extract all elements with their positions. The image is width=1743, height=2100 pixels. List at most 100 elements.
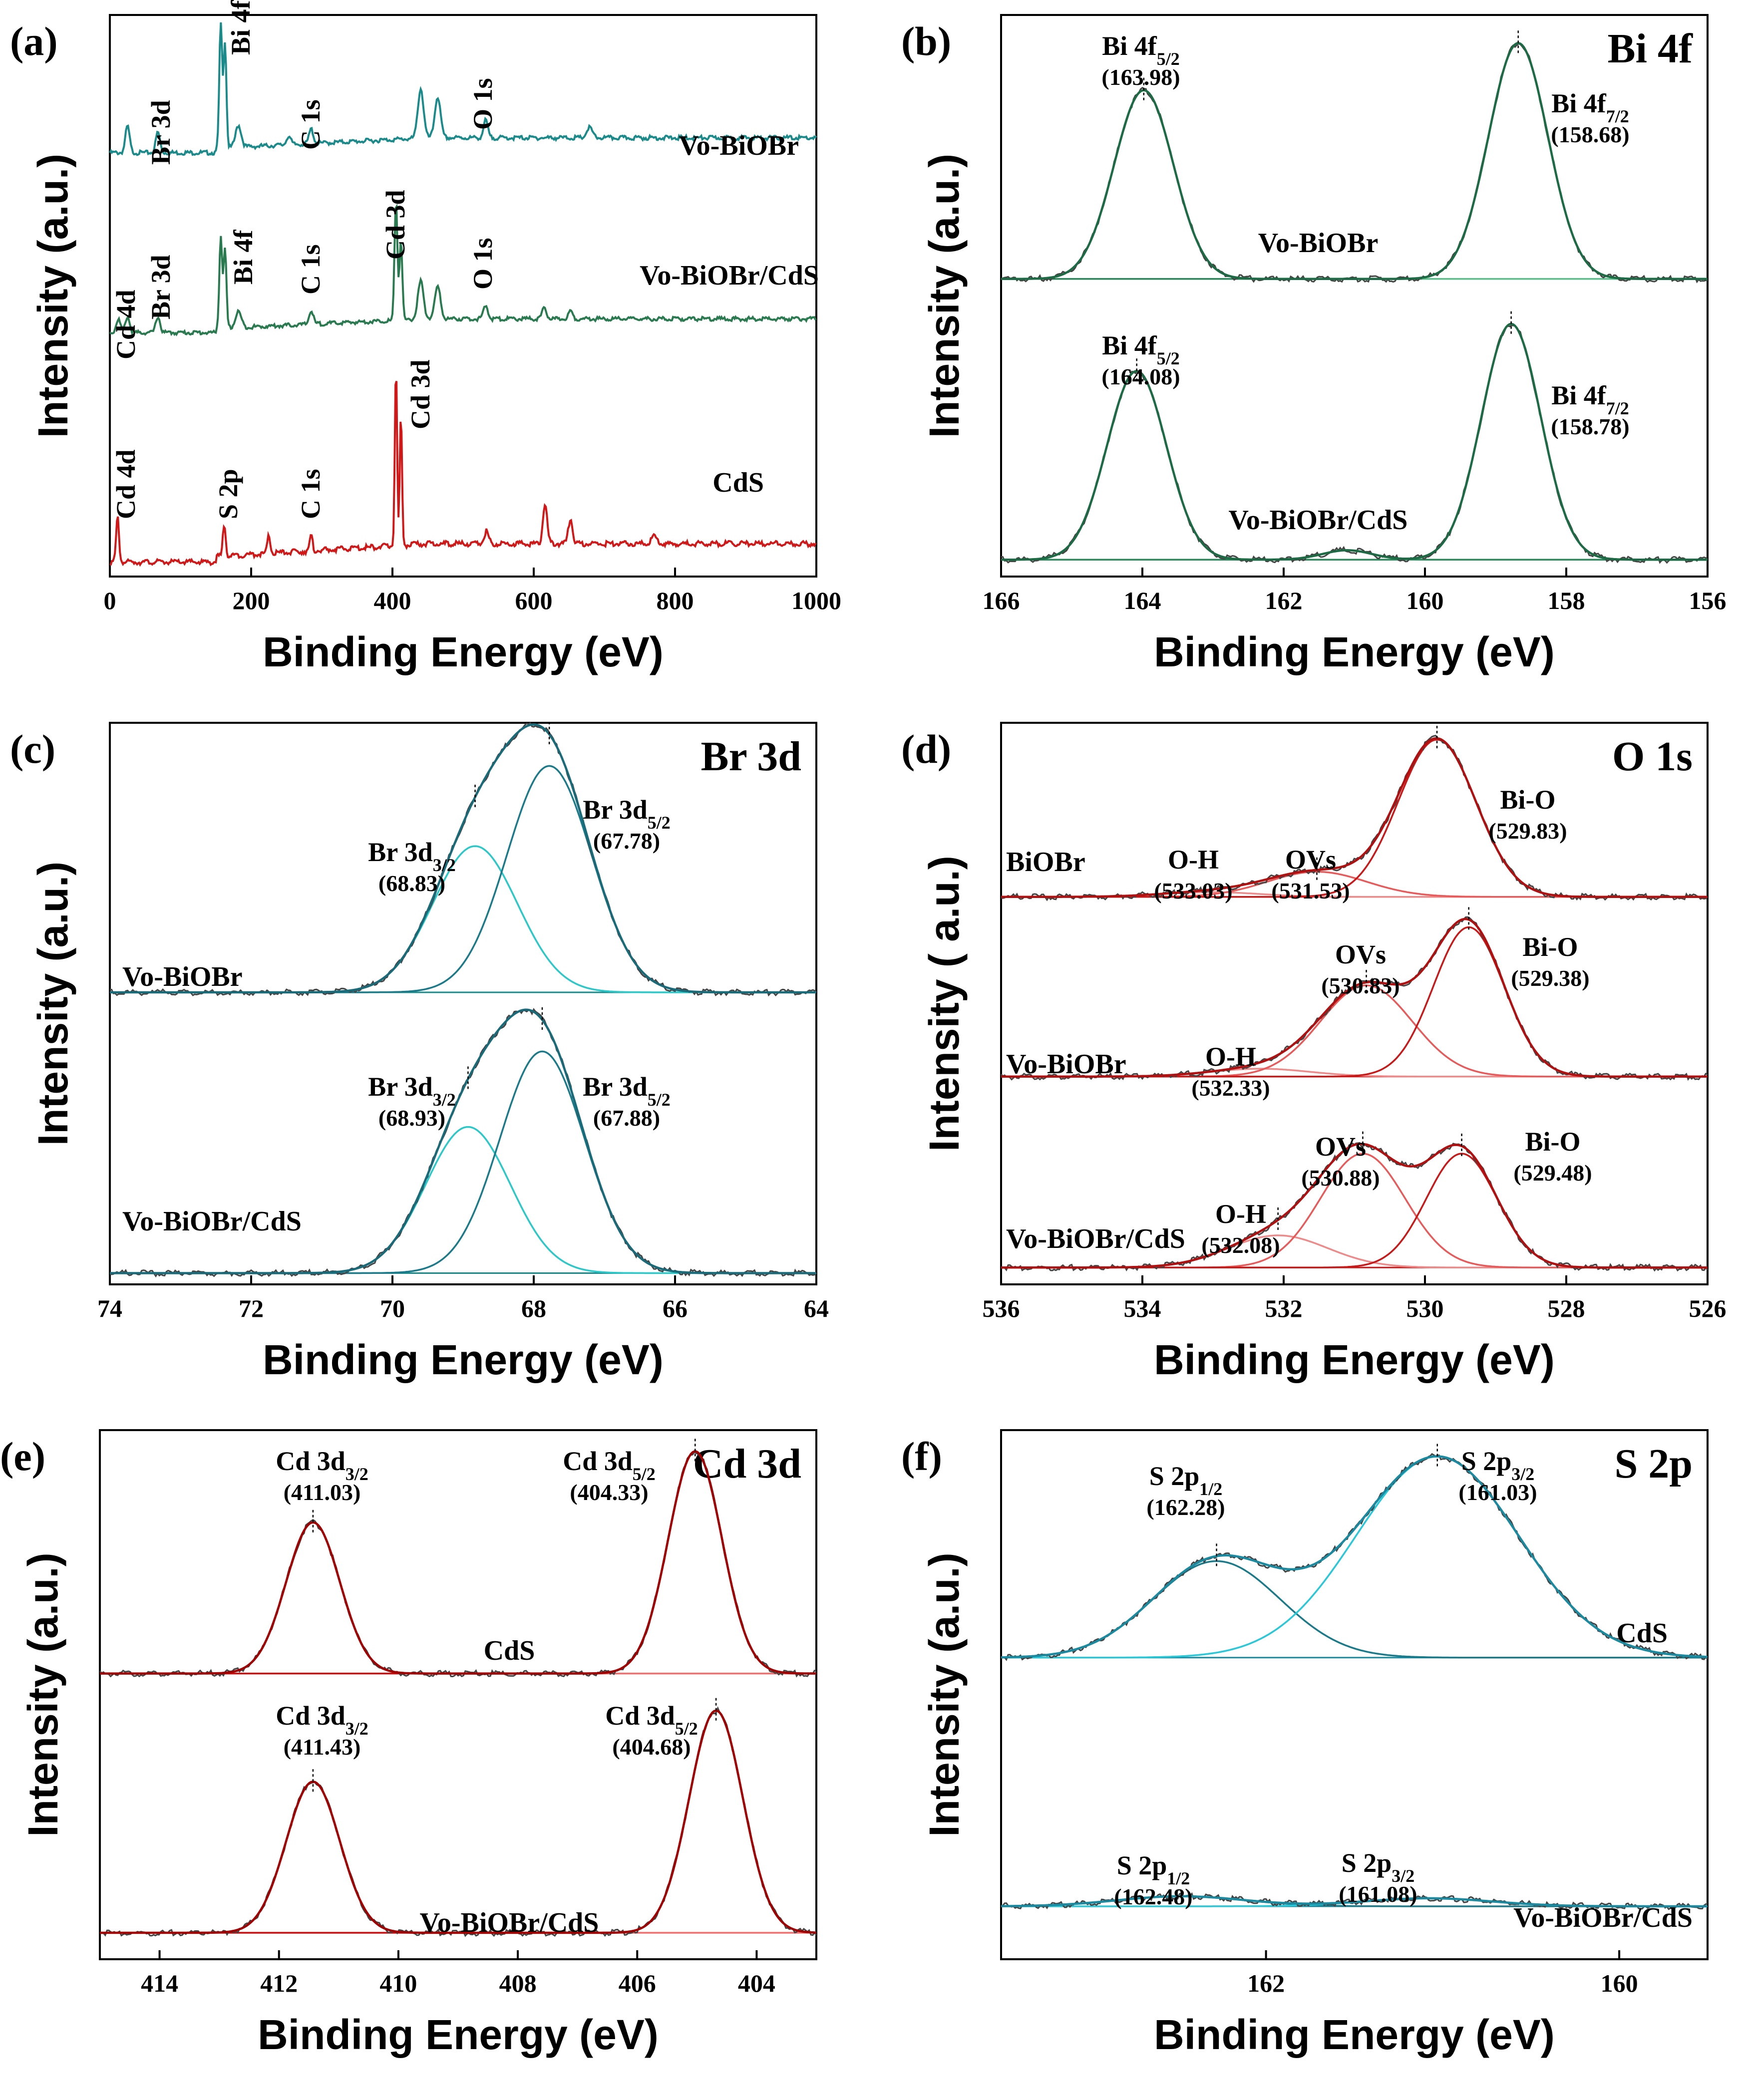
- peak-position: (158.68): [1551, 122, 1629, 147]
- fit-envelope-cds: [100, 1450, 816, 1675]
- peak-assignment: Cd 4d: [111, 449, 141, 519]
- x-tick-label: 1000: [791, 587, 841, 614]
- plot-frame: [1000, 14, 1709, 578]
- peak-position: (531.53): [1271, 878, 1350, 903]
- peak-position: (68.93): [378, 1105, 445, 1131]
- peak-position: (530.83): [1321, 973, 1399, 998]
- x-axis-label: Binding Energy (eV): [1154, 1336, 1555, 1383]
- x-tick-label: 160: [1601, 1969, 1638, 1997]
- x-tick-label: 600: [515, 587, 553, 614]
- x-tick-label: 160: [1406, 587, 1444, 614]
- sample-label: Vo-BiOBr: [679, 130, 799, 161]
- y-axis-label: Intensity (a.u.): [29, 862, 76, 1146]
- panel-title: Bi 4f: [1608, 25, 1693, 72]
- peak-label: Bi-O: [1522, 932, 1578, 962]
- x-tick-label: 162: [1265, 587, 1303, 614]
- peak-position: (161.08): [1339, 1881, 1417, 1907]
- x-tick-label: 200: [233, 587, 270, 614]
- peak-label: Br 3d5/2: [583, 795, 671, 833]
- x-tick-label: 156: [1689, 587, 1727, 614]
- peak-label: Bi 4f5/2: [1102, 31, 1180, 69]
- series-line-vo-biobr-cds: [109, 203, 817, 336]
- x-tick-label: 72: [239, 1294, 264, 1322]
- sample-label: Vo-BiOBr/CdS: [1229, 505, 1408, 536]
- raw-spectrum-cds: [1001, 1453, 1709, 1661]
- x-tick-label: 412: [260, 1969, 298, 1997]
- x-tick-label: 158: [1548, 587, 1585, 614]
- sample-label: CdS: [484, 1635, 535, 1666]
- panel-a: 0 200 400 600 800 1000 Binding Energy (eV) Inte…: [10, 0, 841, 675]
- x-axis-label: Binding Energy (eV): [1154, 2011, 1555, 2058]
- panel-label: (a): [10, 18, 58, 64]
- peak-label: S 2p3/2: [1342, 1848, 1415, 1886]
- sample-label: CdS: [712, 467, 764, 498]
- plot-frame: [109, 14, 817, 578]
- peak-label: S 2p1/2: [1117, 1850, 1190, 1888]
- x-tick-label: 162: [1247, 1969, 1285, 1997]
- panel-b: 166 164 162 160 158 156 Binding Energy (eV) Int…: [901, 14, 1727, 675]
- peak-assignment: Br 3d: [146, 100, 176, 165]
- fit-envelope-vo-biobr-cds: [1001, 1895, 1708, 1908]
- peak-position: (164.08): [1101, 364, 1180, 389]
- peak-position: (163.98): [1101, 64, 1180, 90]
- peak-assignment: Cd 3d: [380, 190, 410, 260]
- raw-spectrum-biobr: [1001, 735, 1708, 901]
- sample-label: Vo-BiOBr: [122, 961, 243, 992]
- panel-title: S 2p: [1615, 1441, 1693, 1487]
- x-tick-label: 166: [983, 587, 1020, 614]
- peak-label: Cd 3d3/2: [276, 1701, 368, 1739]
- fit-envelope-cds: [1001, 1455, 1708, 1659]
- peak-assignment: C 1s: [296, 99, 326, 150]
- panel-title: Br 3d: [700, 733, 801, 780]
- panel-c: 74 72 70 68 66 64 Binding Energy (eV) Intensity…: [10, 722, 829, 1383]
- peak-position: (529.38): [1511, 965, 1589, 991]
- peak-assignment: O 1s: [468, 78, 498, 130]
- peak-assignment: Cd 4d: [111, 290, 141, 359]
- peak-position: (411.03): [284, 1480, 361, 1505]
- fit-component-vo-biobr: [110, 765, 816, 993]
- peak-assignment: Br 3d: [146, 255, 176, 319]
- peak-label: O-H: [1168, 845, 1219, 875]
- peak-position: (67.78): [593, 828, 660, 854]
- fit-envelope-vo-biobr: [1001, 917, 1708, 1078]
- peak-position: (533.03): [1154, 878, 1232, 903]
- x-tick-label: 66: [663, 1294, 688, 1322]
- panel-e: 414 412 410 408 406 404 Binding Energy (eV) Int…: [0, 1429, 817, 2058]
- series-line-vo-biobr: [109, 22, 817, 156]
- peak-position: (67.88): [593, 1105, 660, 1131]
- x-tick-label: 164: [1124, 587, 1161, 614]
- x-tick-label: 404: [738, 1969, 775, 1997]
- sample-label: Vo-BiOBr: [1006, 1049, 1126, 1080]
- fit-component-vo-biobr-cds: [110, 1126, 816, 1274]
- y-axis-label: Intensity ( a.u.): [921, 856, 968, 1152]
- x-tick-label: 70: [380, 1294, 405, 1322]
- x-tick-label: 410: [379, 1969, 417, 1997]
- sample-label: Vo-BiOBr/CdS: [122, 1206, 302, 1237]
- peak-position: (404.33): [570, 1480, 648, 1505]
- peak-label: Bi-O: [1500, 785, 1555, 815]
- fit-component-cds: [1001, 1456, 1708, 1659]
- fit-envelope-biobr: [1001, 737, 1708, 898]
- peak-label: O-H: [1215, 1199, 1266, 1229]
- peak-label: OVs: [1315, 1132, 1366, 1162]
- fit-envelope-vo-biobr-cds: [1001, 1143, 1708, 1269]
- fit-component-vo-biobr-cds: [110, 1050, 816, 1274]
- x-tick-label: 534: [1124, 1294, 1161, 1322]
- x-tick-label: 0: [104, 587, 116, 614]
- raw-spectrum-vo-biobr-cds: [99, 1706, 817, 1937]
- peak-label: Cd 3d3/2: [276, 1446, 368, 1484]
- plot-frame: [1000, 1429, 1709, 1960]
- peak-position: (411.43): [284, 1734, 361, 1760]
- fit-envelope-vo-biobr-cds: [110, 1008, 816, 1274]
- peak-assignment: S 2p: [213, 469, 243, 519]
- peak-label: S 2p1/2: [1149, 1461, 1223, 1499]
- peak-assignment: Bi 4f: [228, 229, 258, 285]
- panel-title: Cd 3d: [693, 1441, 801, 1487]
- peak-label: Bi 4f5/2: [1102, 330, 1180, 368]
- peak-label: OVs: [1285, 845, 1336, 875]
- peak-label: Br 3d3/2: [368, 837, 456, 875]
- x-tick-label: 64: [804, 1294, 829, 1322]
- peak-position: (161.03): [1458, 1480, 1537, 1505]
- peak-assignment: Cd 3d: [405, 359, 435, 429]
- sample-label: BiOBr: [1006, 847, 1085, 878]
